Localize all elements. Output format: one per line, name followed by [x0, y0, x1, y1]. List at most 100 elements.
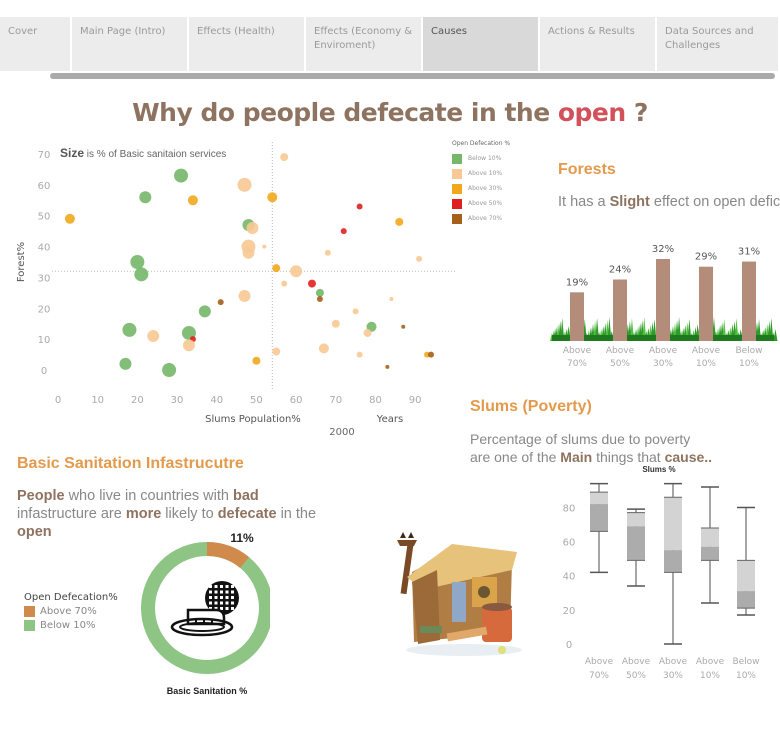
svg-text:Above: Above [659, 657, 688, 667]
forests-bar-chart: 19% Above 70% 24% Above 50% 32% Above 30% 29% Abov… [550, 225, 780, 375]
svg-text:10%: 10% [700, 671, 720, 681]
scatter-point[interactable] [187, 195, 198, 206]
scatter-point[interactable] [198, 305, 211, 318]
scatter-point[interactable] [428, 351, 435, 358]
svg-text:Years: Years [376, 414, 403, 425]
svg-text:0: 0 [566, 640, 572, 651]
svg-text:10: 10 [38, 335, 51, 346]
svg-text:Above: Above [649, 346, 678, 356]
svg-text:60: 60 [563, 538, 576, 549]
svg-text:40: 40 [210, 395, 223, 406]
scatter-point[interactable] [331, 319, 340, 328]
legend-item[interactable]: Above 10% [452, 166, 510, 181]
scatter-point[interactable] [356, 203, 363, 210]
scatter-point[interactable] [340, 228, 347, 235]
scatter-point[interactable] [272, 347, 281, 356]
open-defecation-legend: Open Defecation % Below 10% Above 10% Abov… [452, 140, 510, 226]
legend-item[interactable]: Above 30% [452, 181, 510, 196]
scatter-point[interactable] [122, 322, 137, 337]
scatter-point[interactable] [162, 363, 177, 377]
scatter-point[interactable] [139, 191, 152, 204]
svg-text:30%: 30% [653, 359, 673, 369]
scatter-point[interactable] [281, 280, 288, 287]
tab-data-sources-and-challenges[interactable]: Data Sources and Challenges [657, 17, 780, 71]
scatter-point[interactable] [307, 279, 316, 288]
scatter-point[interactable] [324, 249, 331, 256]
scatter-point[interactable] [119, 357, 132, 370]
svg-text:Slums Population%: Slums Population% [205, 414, 301, 425]
svg-text:10%: 10% [736, 671, 756, 681]
svg-text:2000: 2000 [329, 427, 354, 438]
scatter-point[interactable] [252, 356, 261, 365]
scatter-point[interactable] [130, 255, 145, 269]
scatter-point[interactable] [385, 364, 390, 369]
svg-text:20: 20 [131, 395, 144, 406]
svg-text:Above: Above [606, 346, 635, 356]
scatter-point[interactable] [134, 267, 149, 282]
scatter-point[interactable] [352, 308, 359, 315]
svg-text:80: 80 [563, 503, 576, 514]
legend-item[interactable]: Above 70% [452, 211, 510, 226]
scatter-point[interactable] [315, 288, 324, 297]
svg-text:0: 0 [55, 395, 61, 406]
svg-text:Above: Above [696, 657, 725, 667]
scatter-point[interactable] [316, 296, 323, 303]
svg-text:10: 10 [91, 395, 104, 406]
tab-actions-results[interactable]: Actions & Results [540, 17, 657, 71]
svg-text:10%: 10% [696, 359, 716, 369]
scatter-point[interactable] [416, 255, 423, 262]
legend-item[interactable]: Above 50% [452, 196, 510, 211]
title-suffix: ? [625, 98, 649, 127]
svg-text:Slums %: Slums % [642, 465, 675, 474]
scatter-point[interactable] [272, 264, 281, 273]
svg-text:Basic Sanitation %: Basic Sanitation % [167, 686, 248, 696]
svg-text:70: 70 [38, 150, 51, 161]
title-highlight: open [557, 98, 626, 127]
tab-cover[interactable]: Cover [0, 17, 72, 71]
svg-text:10%: 10% [739, 359, 759, 369]
svg-text:11%: 11% [230, 531, 254, 545]
horizontal-scrollbar[interactable] [50, 73, 775, 79]
tab-main-page-intro-[interactable]: Main Page (Intro) [72, 17, 189, 71]
svg-text:0: 0 [41, 366, 47, 377]
scatter-point[interactable] [395, 217, 404, 226]
svg-text:Below: Below [735, 346, 762, 356]
scatter-point[interactable] [318, 343, 329, 354]
tab-causes[interactable]: Causes [423, 17, 540, 71]
svg-text:40: 40 [563, 572, 576, 583]
scatter-point[interactable] [280, 153, 289, 162]
scatter-point[interactable] [237, 177, 252, 192]
legend-item[interactable]: Below 10% [452, 151, 510, 166]
tab-effects-economy-enviroment-[interactable]: Effects (Economy & Enviroment) [306, 17, 423, 71]
legend-title: Open Defecation % [452, 140, 511, 147]
scatter-point[interactable] [290, 265, 303, 278]
scatter-plot-area[interactable]: 0 10 20 30 40 50 60 70 0 10 20 30 40 50 60 70 80 90 Slums … [0, 140, 540, 440]
scatter-point[interactable] [238, 289, 251, 302]
scatter-point[interactable] [64, 213, 75, 224]
scatter-point[interactable] [267, 192, 278, 203]
scatter-point[interactable] [242, 246, 255, 259]
legend-item[interactable]: Above 70% [24, 606, 118, 617]
scatter-point[interactable] [217, 299, 224, 306]
scatter-point[interactable] [262, 244, 267, 249]
svg-text:70%: 70% [589, 671, 609, 681]
scatter-point[interactable] [356, 351, 363, 358]
scatter-point[interactable] [389, 297, 394, 302]
scatter-point[interactable] [174, 168, 189, 183]
tab-effects-health-[interactable]: Effects (Health) [189, 17, 306, 71]
slums-description: Percentage of slums due to poverty are o… [470, 431, 713, 465]
legend-item[interactable]: Below 10% [24, 620, 118, 631]
svg-text:60: 60 [290, 395, 303, 406]
svg-text:30: 30 [38, 273, 51, 284]
svg-text:80: 80 [369, 395, 382, 406]
scatter-point[interactable] [182, 339, 195, 352]
forests-description: It has a Slight effect on open defic [558, 194, 780, 210]
sanitation-donut-chart: 11% Basic Sanitation % [130, 528, 273, 698]
scatter-point[interactable] [147, 330, 160, 343]
scatter-point[interactable] [363, 328, 372, 337]
scatter-point[interactable] [246, 222, 259, 235]
svg-text:32%: 32% [652, 244, 674, 255]
sewer-drain-icon [170, 581, 239, 637]
svg-text:Below: Below [732, 657, 759, 667]
scatter-point[interactable] [401, 324, 406, 329]
